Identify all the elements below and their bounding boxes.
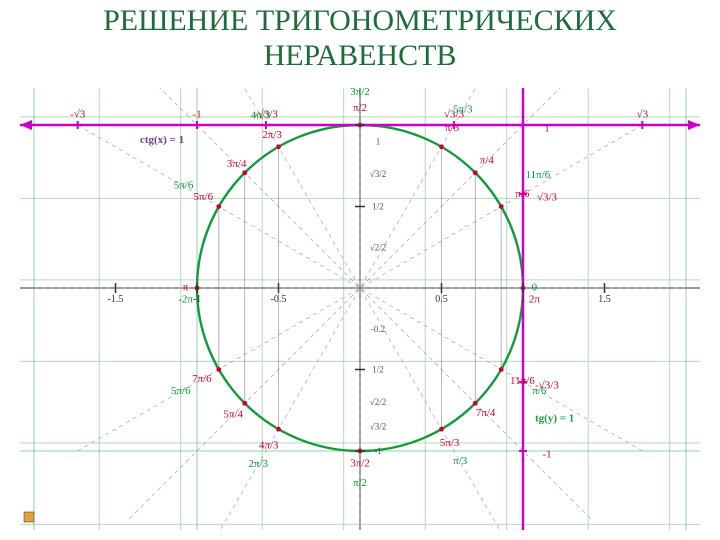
svg-text:5π/6: 5π/6: [193, 191, 213, 203]
svg-text:ctg(x) = 1: ctg(x) = 1: [140, 134, 184, 146]
svg-text:tg(y) = 1: tg(y) = 1: [535, 413, 574, 425]
svg-text:π/2: π/2: [353, 477, 367, 489]
svg-text:π: π: [183, 282, 189, 294]
svg-text:5π/4: 5π/4: [223, 408, 243, 420]
svg-text:11π/6: 11π/6: [526, 169, 551, 181]
svg-text:π/3: π/3: [445, 122, 460, 134]
svg-text:5π/6: 5π/6: [171, 385, 191, 397]
svg-text:0: 0: [532, 282, 538, 294]
svg-text:-1.5: -1.5: [108, 294, 124, 305]
svg-text:0.5: 0.5: [435, 294, 448, 305]
svg-text:5π/3: 5π/3: [440, 437, 460, 449]
svg-text:2π/3: 2π/3: [248, 458, 268, 470]
svg-text:2π: 2π: [529, 294, 541, 306]
svg-text:3π/4: 3π/4: [227, 158, 247, 170]
svg-text:4π/3: 4π/3: [259, 440, 279, 452]
title-line2: НЕРАВЕНСТВ: [264, 39, 457, 72]
svg-text:1: 1: [376, 136, 381, 146]
svg-text:π/2: π/2: [353, 102, 367, 114]
svg-text:-0.5: -0.5: [271, 294, 287, 305]
svg-text:-1: -1: [192, 109, 201, 121]
svg-text:4π/3: 4π/3: [251, 109, 271, 121]
svg-text:√2/2: √2/2: [370, 397, 386, 407]
svg-text:-1: -1: [542, 449, 551, 461]
svg-text:7π/6: 7π/6: [192, 373, 212, 385]
svg-text:-√3: -√3: [70, 109, 86, 121]
svg-text:√2/2: √2/2: [370, 242, 386, 252]
svg-text:1/2: 1/2: [372, 202, 384, 212]
svg-text:-1: -1: [374, 446, 382, 456]
chart-svg: -√3-1-√3/3√3/31√3ctg(x) = 11√3/3-√3/3-1t…: [20, 88, 700, 530]
svg-text:π/3: π/3: [453, 455, 468, 467]
svg-text:1: 1: [521, 294, 526, 305]
svg-text:-2π: -2π: [178, 294, 193, 306]
svg-text:√3/3: √3/3: [537, 191, 558, 203]
svg-text:1: 1: [544, 123, 550, 135]
svg-text:π/6: π/6: [515, 188, 530, 200]
page-title: РЕШЕНИЕ ТРИГОНОМЕТРИЧЕСКИХ НЕРАВЕНСТВ: [0, 4, 720, 73]
svg-text:-1: -1: [193, 294, 201, 305]
svg-text:π/6: π/6: [532, 385, 547, 397]
svg-text:√3/2: √3/2: [370, 422, 386, 432]
svg-text:2π/3: 2π/3: [262, 129, 282, 141]
svg-text:5π/3: 5π/3: [453, 104, 473, 116]
svg-text:π/4: π/4: [480, 155, 495, 167]
trig-unit-circle-chart: -√3-1-√3/3√3/31√3ctg(x) = 11√3/3-√3/3-1t…: [20, 88, 700, 530]
svg-text:-0.2: -0.2: [371, 324, 385, 334]
title-line1: РЕШЕНИЕ ТРИГОНОМЕТРИЧЕСКИХ: [103, 4, 617, 37]
svg-text:3π/2: 3π/2: [350, 88, 370, 98]
svg-text:7π/4: 7π/4: [476, 407, 496, 419]
svg-text:√3: √3: [637, 109, 649, 121]
svg-text:√3/2: √3/2: [370, 169, 386, 179]
svg-text:1.5: 1.5: [598, 294, 611, 305]
svg-text:5π/6: 5π/6: [174, 180, 194, 192]
svg-text:3π/2: 3π/2: [350, 458, 370, 470]
svg-text:1/2: 1/2: [372, 365, 384, 375]
